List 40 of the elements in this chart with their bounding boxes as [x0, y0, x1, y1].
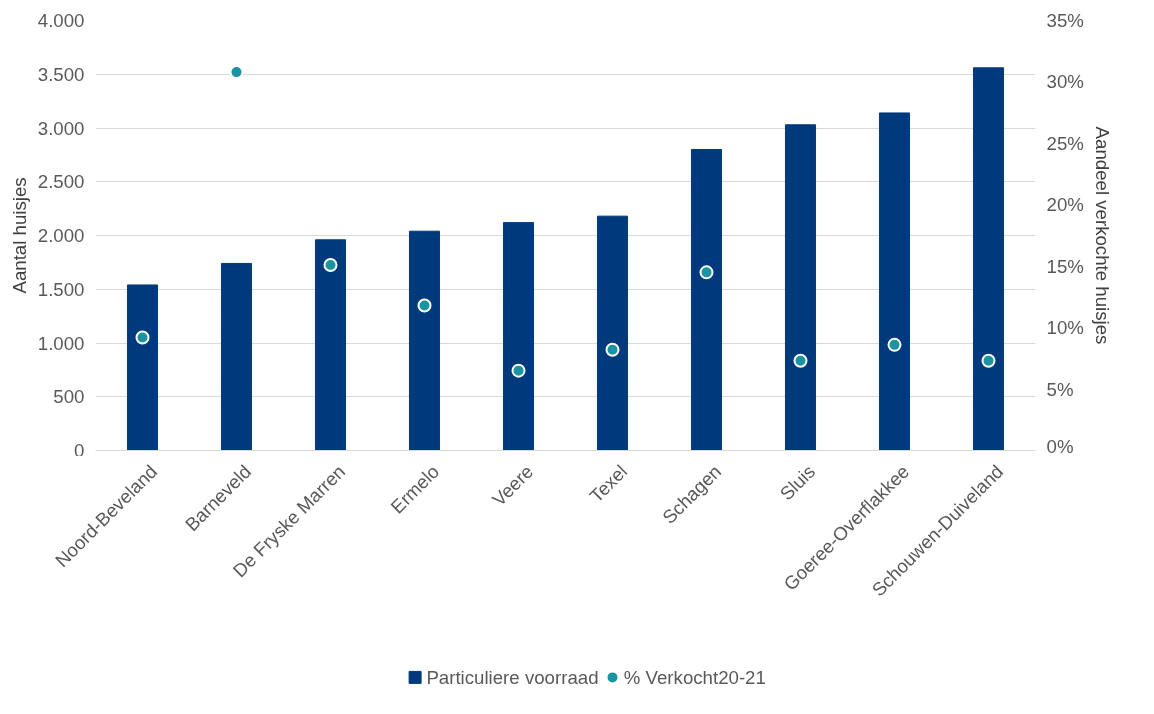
- bar: [408, 230, 441, 451]
- point: [417, 298, 432, 313]
- y2-tick-label: 25%: [1046, 132, 1084, 154]
- point: [699, 265, 714, 280]
- point: [887, 337, 902, 352]
- bar: [972, 67, 1005, 451]
- y2-tick-label: 30%: [1046, 71, 1084, 93]
- y2-tick-label: 35%: [1046, 10, 1084, 31]
- bar: [596, 215, 629, 451]
- point: [793, 353, 808, 368]
- y-tick-label: 0: [74, 439, 85, 461]
- legend-label: % Verkocht20-21: [623, 666, 766, 688]
- y2-tick-label: 20%: [1046, 194, 1084, 216]
- y-tick-label: 500: [53, 386, 85, 408]
- y-tick-label: 3.000: [37, 117, 85, 139]
- y-tick-label: 1.000: [37, 332, 85, 354]
- point: [323, 258, 338, 272]
- legend-label: Particuliere voorraad: [426, 666, 599, 688]
- y2-axis-title: Aandeel verkochte huisjes: [1091, 126, 1113, 345]
- bar: [502, 222, 535, 451]
- point: [135, 330, 150, 345]
- y2-tick-label: 5%: [1046, 378, 1074, 400]
- y-tick-label: 2.000: [37, 225, 85, 246]
- point: [605, 342, 620, 357]
- y2-tick-label: 0%: [1046, 435, 1074, 457]
- y-tick-label: 4.000: [37, 10, 85, 31]
- y2-tick-label: 15%: [1046, 255, 1084, 277]
- point: [981, 353, 996, 368]
- y-tick-label: 1.500: [37, 278, 85, 300]
- bar: [314, 239, 347, 451]
- bar: [690, 149, 723, 451]
- y-axis-title: Aantal huisjes: [8, 177, 30, 294]
- bar: [126, 284, 159, 451]
- y-tick-label: 2.500: [37, 171, 85, 193]
- y-tick-label: 3.500: [37, 63, 85, 85]
- point: [511, 363, 526, 378]
- bar: [784, 124, 817, 451]
- bar: [220, 262, 253, 451]
- bar: [878, 112, 911, 451]
- y2-tick-label: 10%: [1046, 317, 1084, 339]
